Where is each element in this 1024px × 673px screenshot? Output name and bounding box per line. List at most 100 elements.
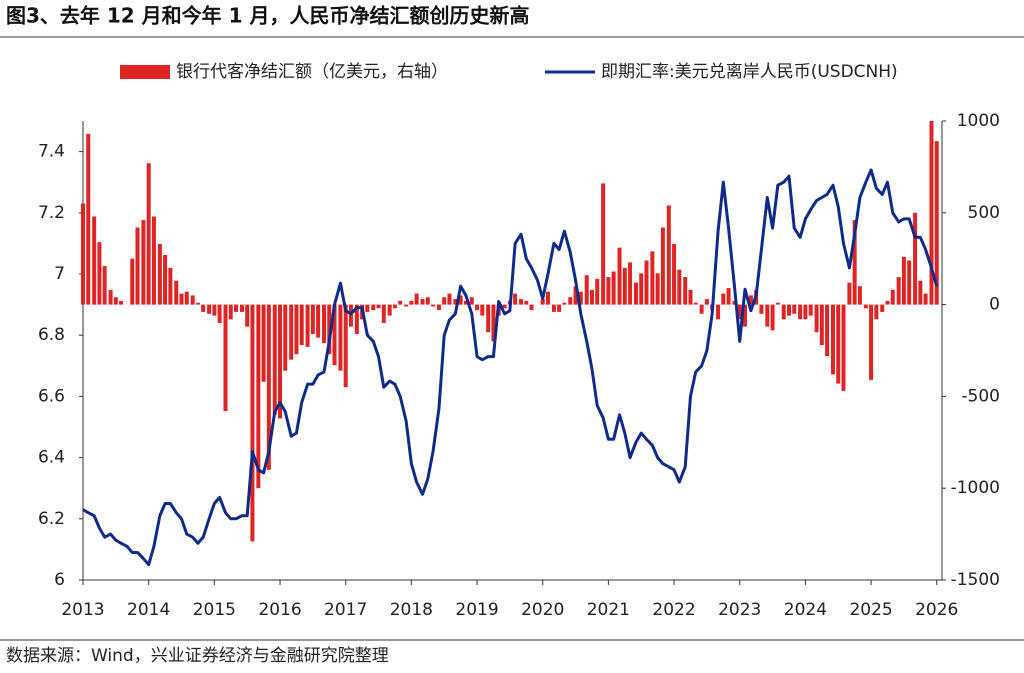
bar — [693, 302, 698, 305]
bar — [660, 227, 665, 305]
y2-tick-label: -500 — [961, 386, 1000, 406]
bar — [918, 280, 923, 305]
bar — [666, 205, 671, 305]
bar — [409, 300, 414, 305]
bar — [901, 256, 906, 305]
bar — [261, 304, 266, 382]
bar — [278, 304, 283, 419]
bar — [568, 297, 573, 305]
y2-tick-label: 500 — [968, 203, 1000, 223]
y-tick-label: 6.6 — [38, 386, 65, 406]
bar — [759, 304, 764, 314]
bar — [869, 304, 874, 380]
x-tick-label: 2013 — [61, 600, 104, 620]
bar — [354, 304, 359, 334]
bar — [825, 304, 830, 357]
bar — [201, 304, 206, 312]
bar — [97, 242, 102, 305]
bar — [573, 286, 578, 305]
bar — [519, 299, 524, 305]
legend-label: 银行代客净结汇额（亿美元，右轴） — [176, 62, 448, 82]
bar — [606, 277, 611, 305]
bar — [463, 300, 468, 305]
bar — [141, 220, 146, 305]
bar — [184, 291, 189, 305]
x-tick-label: 2026 — [915, 600, 958, 620]
bar — [737, 304, 742, 320]
bar — [847, 282, 852, 305]
bar — [644, 260, 649, 305]
bar — [480, 304, 485, 316]
y-tick-label: 6 — [54, 570, 65, 590]
bar — [168, 267, 173, 305]
bar — [491, 304, 496, 342]
y2-tick-label: 1000 — [957, 111, 1000, 131]
x-tick-label: 2021 — [587, 600, 630, 620]
bar — [672, 244, 677, 305]
bar — [151, 216, 156, 305]
bar — [650, 251, 655, 305]
bar — [475, 304, 480, 311]
bar — [174, 280, 179, 305]
bar — [283, 304, 288, 371]
bar — [190, 295, 195, 305]
bar — [266, 304, 271, 470]
bar — [310, 304, 315, 334]
bar — [212, 304, 217, 316]
bar — [617, 247, 622, 305]
bar — [113, 297, 118, 305]
bar — [803, 304, 808, 320]
bar — [880, 304, 885, 312]
bar — [338, 304, 343, 371]
bar — [704, 299, 709, 305]
bar — [365, 304, 370, 312]
bar — [250, 304, 255, 542]
bar — [836, 304, 841, 384]
bar — [688, 289, 693, 305]
bar — [256, 304, 261, 489]
bar — [524, 300, 529, 305]
bar — [721, 293, 726, 305]
bar — [639, 273, 644, 305]
bar — [217, 304, 222, 323]
bar — [540, 299, 545, 305]
bar — [874, 304, 879, 320]
x-tick-label: 2016 — [258, 600, 301, 620]
source-note: 数据来源：Wind，兴业证券经济与金融研究院整理 — [6, 646, 389, 666]
bar — [808, 304, 813, 316]
y-tick-label: 6.4 — [38, 448, 65, 468]
bar — [376, 304, 381, 309]
bar — [404, 304, 409, 307]
bar — [742, 304, 747, 327]
chart-title: 图3、去年 12 月和今年 1 月，人民币净结汇额创历史新高 — [6, 4, 530, 28]
bar — [195, 302, 200, 305]
bar — [458, 295, 463, 305]
bar — [327, 304, 332, 355]
x-tick-label: 2020 — [521, 600, 564, 620]
bar — [819, 304, 824, 345]
bar — [716, 304, 721, 320]
bar — [299, 304, 304, 345]
bar — [852, 220, 857, 305]
bar — [119, 300, 124, 305]
bar — [381, 304, 386, 323]
bar — [398, 300, 403, 305]
bar — [907, 260, 912, 305]
bar — [447, 293, 452, 305]
bar — [239, 304, 244, 312]
bar — [442, 297, 447, 305]
y-tick-label: 7.4 — [38, 142, 65, 162]
bar — [545, 291, 550, 305]
bar — [677, 269, 682, 305]
bar — [775, 302, 780, 305]
bar — [792, 304, 797, 314]
bar — [157, 244, 162, 305]
bar — [81, 203, 85, 305]
bar — [732, 300, 737, 305]
bar — [228, 304, 233, 320]
bar — [322, 304, 327, 344]
bar — [529, 304, 534, 311]
x-tick-label: 2024 — [784, 600, 827, 620]
bar — [765, 304, 770, 327]
